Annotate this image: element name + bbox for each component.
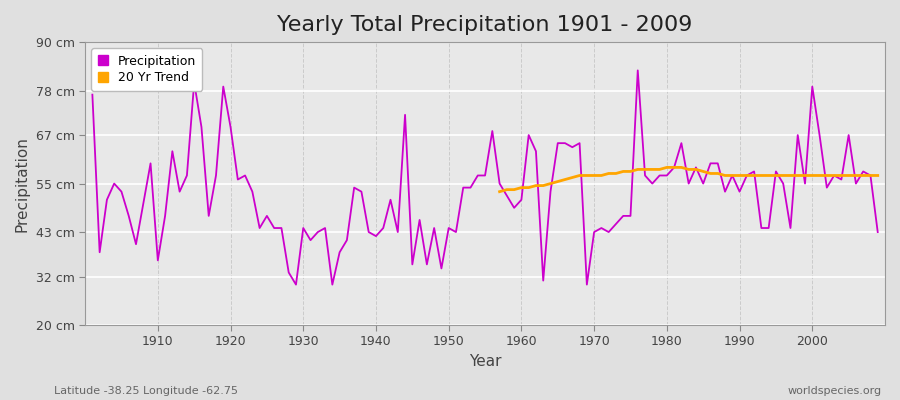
Legend: Precipitation, 20 Yr Trend: Precipitation, 20 Yr Trend: [91, 48, 202, 91]
X-axis label: Year: Year: [469, 354, 501, 369]
Y-axis label: Precipitation: Precipitation: [15, 136, 30, 232]
Text: Latitude -38.25 Longitude -62.75: Latitude -38.25 Longitude -62.75: [54, 386, 238, 396]
Title: Yearly Total Precipitation 1901 - 2009: Yearly Total Precipitation 1901 - 2009: [277, 15, 693, 35]
Text: worldspecies.org: worldspecies.org: [788, 386, 882, 396]
